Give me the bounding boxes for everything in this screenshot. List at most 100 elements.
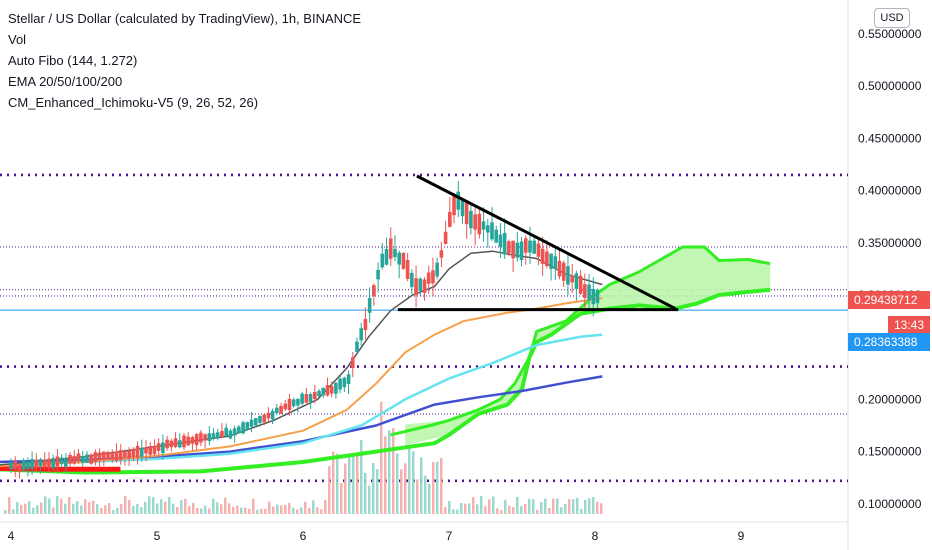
volume-bar <box>468 503 471 514</box>
volume-bar <box>440 458 443 514</box>
candle-body <box>64 458 68 467</box>
volume-bar <box>224 497 227 514</box>
ema-100-line <box>0 333 603 467</box>
volume-bar <box>88 502 91 514</box>
candle-body <box>376 269 380 280</box>
chart-legend: Stellar / US Dollar (calculated by Tradi… <box>8 8 361 113</box>
candle-body <box>194 434 199 446</box>
candle-body <box>570 275 574 283</box>
volume-bar <box>480 496 483 514</box>
volume-bar <box>588 498 591 514</box>
volume-bar <box>160 499 163 514</box>
candle-body <box>283 403 288 410</box>
candle-body <box>545 251 549 266</box>
volume-bar <box>268 501 271 514</box>
candle-body <box>291 399 296 407</box>
candle-body <box>485 225 490 233</box>
y-tick-label: 0.10000000 <box>858 497 922 511</box>
volume-bar <box>104 505 107 514</box>
volume-bar <box>260 508 263 514</box>
candle-body <box>481 221 486 230</box>
volume-bar <box>36 505 39 514</box>
candle-body <box>13 461 18 470</box>
volume-bar <box>128 499 131 514</box>
volume-bar <box>64 503 67 514</box>
candle-body <box>338 378 342 390</box>
candle-body <box>152 445 157 455</box>
volume-bar <box>228 503 231 514</box>
volume-bar <box>576 497 579 514</box>
volume-bar <box>568 499 571 514</box>
candle-body <box>410 272 414 288</box>
volume-bar <box>528 498 531 514</box>
volume-bar <box>364 472 367 514</box>
volume-bar <box>464 503 467 514</box>
volume-bar <box>80 505 83 514</box>
volume-bar <box>376 469 379 514</box>
volume-bar <box>476 504 479 514</box>
candle-body <box>249 419 254 427</box>
volume-bar <box>328 466 331 514</box>
volume-bar <box>116 507 119 514</box>
candle-body <box>245 422 250 430</box>
volume-bar <box>60 498 63 514</box>
legend-auto-fibo[interactable]: Auto Fibo (144, 1.272) <box>8 53 138 68</box>
volume-bar <box>564 503 567 514</box>
volume-bar <box>396 453 399 514</box>
candle-body <box>177 440 182 448</box>
legend-ichimoku[interactable]: CM_Enhanced_Ichimoku-V5 (9, 26, 52, 26) <box>8 95 259 110</box>
candle-body <box>494 229 499 243</box>
volume-bar <box>180 500 183 514</box>
candle-body <box>456 191 461 210</box>
candle-body <box>76 453 81 462</box>
volume-bar <box>100 508 103 514</box>
volume-bar <box>92 500 95 514</box>
volume-bar <box>168 496 171 514</box>
candle-body <box>275 407 279 414</box>
candle-body <box>355 341 359 352</box>
volume-bar <box>504 499 507 514</box>
legend-ema[interactable]: EMA 20/50/100/200 <box>8 74 123 89</box>
volume-bar <box>144 501 147 514</box>
volume-bar <box>548 507 551 514</box>
currency-button[interactable]: USD <box>874 8 910 28</box>
volume-bar <box>432 462 435 514</box>
volume-bar <box>196 508 199 514</box>
candle-body <box>266 412 271 419</box>
volume-bar <box>492 496 495 514</box>
candle-body <box>528 240 532 253</box>
volume-bar <box>512 507 515 514</box>
volume-bar <box>416 479 419 514</box>
candle-body <box>549 253 553 269</box>
volume-bar <box>132 506 135 514</box>
candle-body <box>9 462 13 470</box>
volume-bar <box>176 506 179 514</box>
y-tick-label: 0.20000000 <box>858 392 922 406</box>
volume-bar <box>164 501 167 514</box>
candle-body <box>51 458 55 469</box>
volume-bar <box>248 508 251 514</box>
legend-vol[interactable]: Vol <box>8 32 27 47</box>
candle-body <box>224 427 228 437</box>
candle-body <box>401 252 406 269</box>
candle-body <box>304 393 309 403</box>
volume-bar <box>484 506 487 514</box>
last-price-tag: 0.29438712 <box>848 291 930 309</box>
volume-bar <box>208 508 211 514</box>
volume-bar <box>600 503 603 514</box>
volume-bar <box>216 502 219 514</box>
candle-body <box>363 318 368 331</box>
volume-bar <box>148 496 151 514</box>
volume-bar <box>448 501 451 514</box>
candle-body <box>85 454 89 463</box>
volume-bar <box>356 453 359 514</box>
candle-body <box>308 393 313 402</box>
volume-bar <box>424 475 427 514</box>
candle-body <box>431 270 435 284</box>
candle-body <box>287 398 292 411</box>
candle-body <box>203 434 207 441</box>
candle-body <box>498 234 503 247</box>
candle-body <box>460 200 465 217</box>
candle-body <box>342 377 347 388</box>
